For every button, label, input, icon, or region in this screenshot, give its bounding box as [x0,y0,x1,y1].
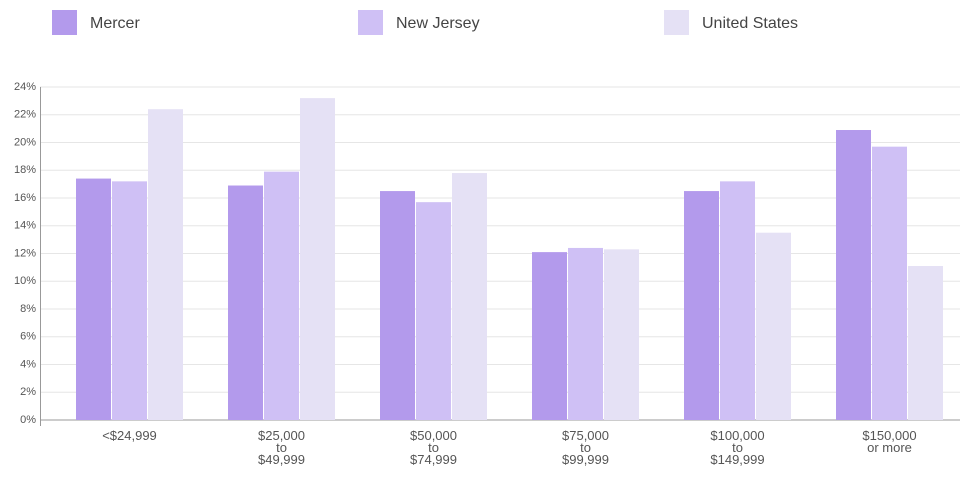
bar [112,181,147,420]
bar [604,249,639,420]
bar [836,130,871,420]
y-tick-label: 22% [14,109,36,121]
x-tick-label: $25,000 to $49,999 [258,428,305,467]
bar [568,247,603,420]
bar [908,265,943,420]
x-tick-label: $50,000 to $74,999 [410,428,457,467]
y-tick-label: 16% [14,192,36,204]
bar [532,252,567,420]
x-tick-label: $150,000 or more [862,428,916,455]
y-tick-label: 6% [20,331,36,343]
x-tick-label: $100,000 to $149,999 [710,428,764,467]
bar [872,146,907,420]
legend-label: New Jersey [396,15,480,32]
x-tick-label: $75,000 to $99,999 [562,428,609,467]
y-tick-label: 12% [14,247,36,259]
bar [380,191,415,420]
bar [228,185,263,420]
y-tick-label: 8% [20,303,36,315]
y-tick-label: 4% [20,358,36,370]
bar [300,98,335,420]
y-tick-label: 2% [20,386,36,398]
y-tick-label: 18% [14,164,36,176]
y-tick-label: 14% [14,220,36,232]
legend-label: United States [702,15,798,32]
y-tick-label: 24% [14,81,36,93]
bar [264,171,299,420]
legend-label: Mercer [90,15,140,32]
y-tick-label: 10% [14,275,36,287]
bar [720,181,755,420]
legend-swatch [664,10,689,35]
y-tick-label: 20% [14,136,36,148]
bar [148,109,183,420]
legend-swatch [358,10,383,35]
bar [756,232,791,420]
legend-swatch [52,10,77,35]
bar [76,178,111,420]
y-tick-label: 0% [20,414,36,426]
bar [452,173,487,420]
bar [684,191,719,420]
bar [416,202,451,420]
x-tick-label: <$24,999 [102,428,157,443]
